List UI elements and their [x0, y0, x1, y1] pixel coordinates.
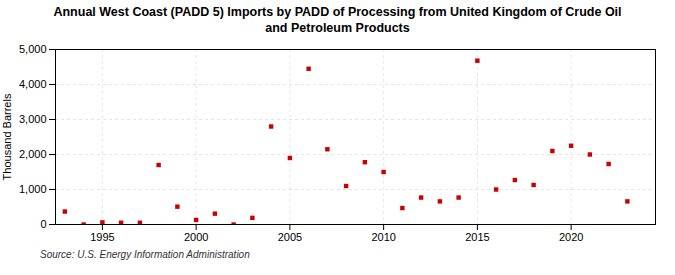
svg-text:2010: 2010 [371, 231, 395, 243]
svg-text:1995: 1995 [90, 231, 114, 243]
svg-text:5,000: 5,000 [19, 43, 47, 55]
svg-text:2000: 2000 [184, 231, 208, 243]
svg-text:3,000: 3,000 [19, 113, 47, 125]
html-text:Annual West Coast (PADD 5) Imp: Annual West Coast (PADD 5) Imports by PA… [53, 5, 622, 36]
html-text:Source: U.S. Energy Informatio: Source: U.S. Energy Information Administ… [40, 248, 250, 260]
svg-text:2015: 2015 [465, 231, 489, 243]
svg-text:0: 0 [40, 218, 46, 230]
svg-text:2,000: 2,000 [19, 148, 47, 160]
svg-text:1,000: 1,000 [19, 183, 47, 195]
svg-text:4,000: 4,000 [19, 78, 47, 90]
svg-text:2005: 2005 [278, 231, 302, 243]
svg-text:2020: 2020 [559, 231, 583, 243]
svg-text:Thousand Barrels: Thousand Barrels [1, 93, 13, 180]
